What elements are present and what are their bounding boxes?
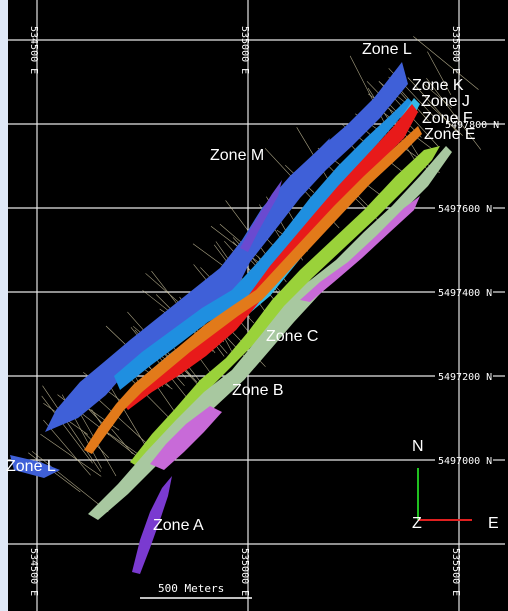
zone-f-body <box>120 104 418 410</box>
east-label: E <box>488 515 499 532</box>
zone-pink-lower <box>150 406 222 470</box>
northing-label-5497400: 5497400 N <box>438 288 492 299</box>
scale-bar-label: 500 Meters <box>158 582 224 595</box>
zone-a-body <box>132 476 172 574</box>
drill-hole-trace <box>31 451 109 513</box>
zone-labels: Zone L Zone K Zone J Zone F Zone E Zone … <box>6 41 476 534</box>
easting-label-535500-bottom: 535500 E <box>450 548 461 596</box>
northing-label-5497800: 5497800 N <box>445 120 499 131</box>
mineralized-zones <box>10 62 452 574</box>
northing-label-5497000: 5497000 N <box>438 456 492 467</box>
northing-label-5497200: 5497200 N <box>438 372 492 383</box>
north-label: N <box>412 438 424 455</box>
easting-label-535000-top: 535000 E <box>239 26 250 74</box>
drill-hole-trace <box>427 51 452 96</box>
drill-hole-trace <box>427 102 463 136</box>
easting-label-535500-top: 535500 E <box>450 26 461 74</box>
zone-orange-body <box>84 126 422 454</box>
zone-label-l-bottom: Zone L <box>6 458 56 475</box>
zone-k-body <box>114 98 414 390</box>
drill-hole-trace <box>426 78 482 150</box>
zone-c-body <box>88 146 452 520</box>
easting-label-534500-top: 534500 E <box>28 26 39 74</box>
zone-pink-upper <box>300 196 420 302</box>
drill-hole-trace <box>423 83 452 108</box>
zone-label-m: Zone M <box>210 147 264 164</box>
zone-label-b: Zone B <box>232 382 284 399</box>
zone-l-tail <box>10 455 60 478</box>
zone-label-a: Zone A <box>153 517 204 534</box>
zone-label-f: Zone F <box>422 110 473 127</box>
drill-hole-trace <box>111 428 133 454</box>
scale-bar: 500 Meters <box>140 582 252 599</box>
zone-label-j: Zone J <box>421 93 470 110</box>
easting-label-535000-bottom: 535000 E <box>239 548 250 596</box>
zone-m-body <box>240 180 282 252</box>
drill-hole-trace <box>41 395 93 464</box>
orientation-indicator: N E Z <box>412 438 499 532</box>
northing-label-5497600: 5497600 N <box>438 204 492 215</box>
easting-label-534500-bottom: 534500 E <box>28 548 39 596</box>
zone-label-l-top: Zone L <box>362 41 412 58</box>
zone-l-fragment <box>304 138 330 170</box>
drill-hole-trace <box>40 433 102 477</box>
drill-hole-trace <box>42 385 101 472</box>
vertical-label: Z <box>412 515 422 532</box>
zone-label-e: Zone E <box>424 126 476 143</box>
left-margin <box>0 0 8 611</box>
zone-label-c: Zone C <box>266 328 318 345</box>
northing-labels: 5497800 N 5497600 N 5497400 N 5497200 N … <box>438 120 499 467</box>
easting-labels: 534500 E 535000 E 535500 E 534500 E 5350… <box>28 26 461 596</box>
drill-hole-trace <box>413 36 479 90</box>
zone-label-k: Zone K <box>412 77 464 94</box>
drill-hole-trace <box>366 81 422 138</box>
